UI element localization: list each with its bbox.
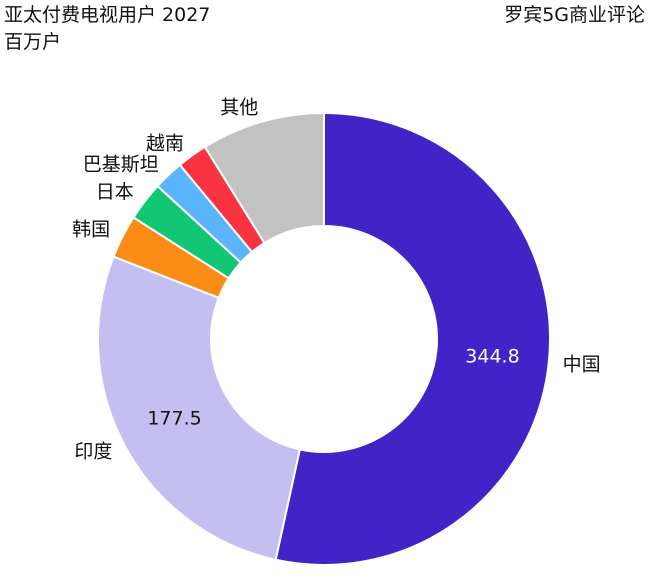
slice-label-1: 中国 — [563, 353, 601, 375]
slice-value-labels: 344.8 177.5 — [147, 346, 519, 430]
slice-label-2: 印度 — [74, 441, 112, 463]
slice-label-5: 巴基斯坦 — [83, 153, 159, 175]
donut-slice-1 — [274, 111, 551, 566]
donut-slices — [97, 111, 551, 566]
slice-label-4: 日本 — [96, 181, 134, 203]
source-label: 罗宾5G商业评论 — [504, 4, 645, 26]
slice-value-label-1: 344.8 — [465, 346, 519, 368]
slice-label-3: 韩国 — [72, 219, 110, 241]
slice-label-7: 其他 — [220, 97, 258, 119]
slice-value-label-2: 177.5 — [147, 407, 201, 429]
donut-slice-7 — [203, 111, 325, 245]
donut-slice-2 — [97, 255, 302, 561]
chart-title: 亚太付费电视用户 2027 — [4, 4, 211, 26]
slice-label-6: 越南 — [146, 133, 184, 155]
chart-subtitle: 百万户 — [4, 31, 62, 53]
